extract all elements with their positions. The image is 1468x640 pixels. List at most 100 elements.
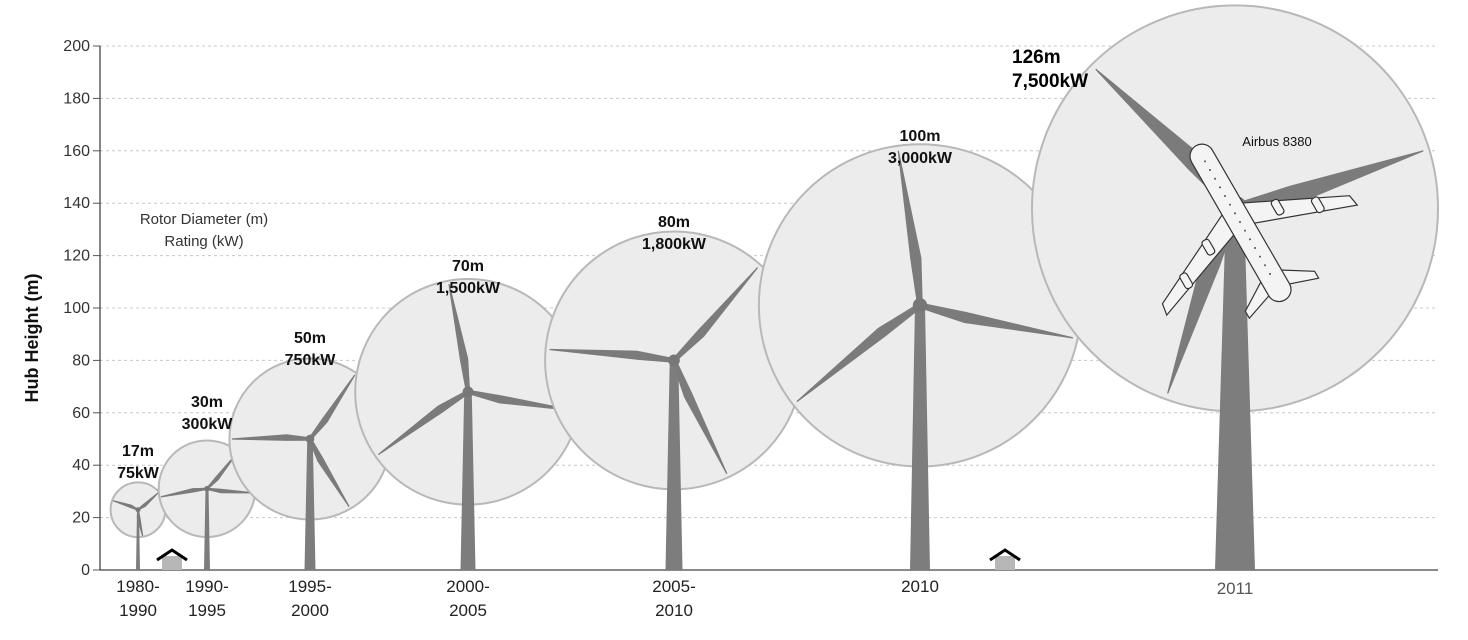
y-tick-label: 60 bbox=[72, 405, 90, 422]
blade bbox=[136, 509, 144, 536]
y-tick-label: 20 bbox=[72, 510, 90, 527]
rating-label: 7,500kW bbox=[1012, 71, 1088, 92]
blade bbox=[467, 389, 576, 412]
era-label: 1990 bbox=[119, 601, 157, 620]
house-roof bbox=[156, 548, 188, 562]
era-label: 1990- bbox=[185, 577, 228, 596]
blade bbox=[206, 452, 238, 490]
era-label: 1980- bbox=[116, 577, 159, 596]
airplane-window bbox=[1264, 264, 1266, 267]
blade bbox=[206, 487, 254, 494]
y-tick-label: 100 bbox=[63, 300, 90, 317]
era-label: 1995- bbox=[288, 577, 331, 596]
airplane-window bbox=[1209, 169, 1211, 172]
blade bbox=[671, 359, 728, 474]
blade bbox=[549, 348, 675, 363]
blade bbox=[160, 487, 208, 498]
rotor-diameter-label: 126m bbox=[1012, 47, 1061, 68]
rotor-diameter-label: 17m bbox=[122, 443, 154, 460]
rating-label: 3,000kW bbox=[888, 150, 953, 167]
tower bbox=[665, 360, 683, 570]
blade bbox=[897, 150, 923, 306]
rating-label: 1,500kW bbox=[436, 280, 501, 297]
airplane-window bbox=[1219, 186, 1221, 189]
airplane-window bbox=[1239, 221, 1241, 223]
airplane-engine bbox=[1201, 238, 1216, 256]
blade bbox=[308, 438, 350, 507]
rotor-diameter-label: 100m bbox=[900, 128, 941, 145]
blade bbox=[378, 390, 470, 456]
blade bbox=[672, 267, 759, 362]
house-markers bbox=[156, 548, 1021, 570]
hub bbox=[668, 354, 680, 367]
y-tick-label: 140 bbox=[63, 195, 90, 212]
blade bbox=[308, 374, 356, 440]
legend-rotor-diameter: Rotor Diameter (m) bbox=[140, 211, 268, 228]
y-tick-label: 0 bbox=[81, 562, 90, 579]
airplane-label: Airbus 8380 bbox=[1242, 134, 1311, 149]
y-tick-label: 40 bbox=[72, 457, 90, 474]
era-label: 2011 bbox=[1217, 579, 1254, 598]
airplane-illustration bbox=[1161, 143, 1359, 320]
tower bbox=[204, 488, 210, 570]
airplane-window bbox=[1224, 195, 1226, 198]
house-roof bbox=[989, 548, 1021, 562]
tower bbox=[460, 391, 476, 570]
hub bbox=[135, 507, 141, 513]
tower bbox=[910, 305, 930, 570]
rotor-diameter-label: 70m bbox=[452, 258, 484, 275]
blade bbox=[1167, 206, 1240, 394]
rotor-diameter-label: 80m bbox=[658, 214, 690, 231]
blade bbox=[1233, 150, 1424, 214]
era-label: 1995 bbox=[188, 601, 226, 620]
era-label: 2000 bbox=[291, 601, 329, 620]
y-tick-label: 120 bbox=[63, 248, 90, 265]
blade bbox=[796, 303, 922, 403]
y-tick-label: 160 bbox=[63, 143, 90, 160]
airplane-engine bbox=[1179, 272, 1194, 290]
house-body bbox=[995, 556, 1015, 570]
rating-label: 1,800kW bbox=[642, 236, 707, 253]
rating-label: 300kW bbox=[182, 416, 234, 433]
y-axis-title: Hub Height (m) bbox=[22, 274, 42, 403]
rotor-diameter-label: 50m bbox=[294, 330, 326, 347]
airplane-window bbox=[1259, 255, 1261, 258]
airplane-window bbox=[1234, 212, 1236, 215]
blade bbox=[137, 492, 159, 511]
airplane-window bbox=[1249, 238, 1251, 241]
tower bbox=[304, 439, 316, 570]
legend-rating: Rating (kW) bbox=[164, 233, 243, 250]
hub bbox=[204, 485, 210, 492]
blade bbox=[112, 500, 139, 511]
airplane-window bbox=[1254, 246, 1256, 249]
blade bbox=[448, 284, 471, 393]
rotor-diameter-label: 30m bbox=[191, 394, 223, 411]
airplane-engine bbox=[1310, 196, 1325, 214]
era-label: 2010 bbox=[655, 601, 693, 620]
tower bbox=[1215, 208, 1255, 570]
hub bbox=[912, 298, 928, 313]
airplane-window bbox=[1244, 229, 1246, 232]
blade bbox=[231, 434, 310, 441]
text-layer: 0 20 40 60 80 100 120 140 160 180 200 Hub Height (m… bbox=[22, 38, 1312, 620]
blade bbox=[919, 302, 1073, 339]
airplane-engine bbox=[1270, 198, 1285, 216]
y-tick-label: 180 bbox=[63, 90, 90, 107]
house-body bbox=[162, 556, 182, 570]
airplane-window bbox=[1204, 160, 1206, 163]
turbine-layer bbox=[109, 4, 1440, 570]
hub bbox=[462, 386, 474, 398]
airplane-window bbox=[1229, 203, 1231, 206]
era-label: 2005- bbox=[652, 577, 695, 596]
y-tick-label: 200 bbox=[63, 38, 90, 55]
rating-label: 75kW bbox=[117, 465, 160, 482]
airplane bbox=[1161, 143, 1359, 320]
airplane-fuselage bbox=[1189, 143, 1292, 303]
era-label: 2000- bbox=[446, 577, 489, 596]
hub bbox=[305, 434, 315, 444]
y-tick-label: 80 bbox=[72, 352, 90, 369]
rating-label: 750kW bbox=[285, 352, 337, 369]
era-label: 2010 bbox=[901, 577, 939, 596]
airplane-window bbox=[1214, 177, 1216, 180]
